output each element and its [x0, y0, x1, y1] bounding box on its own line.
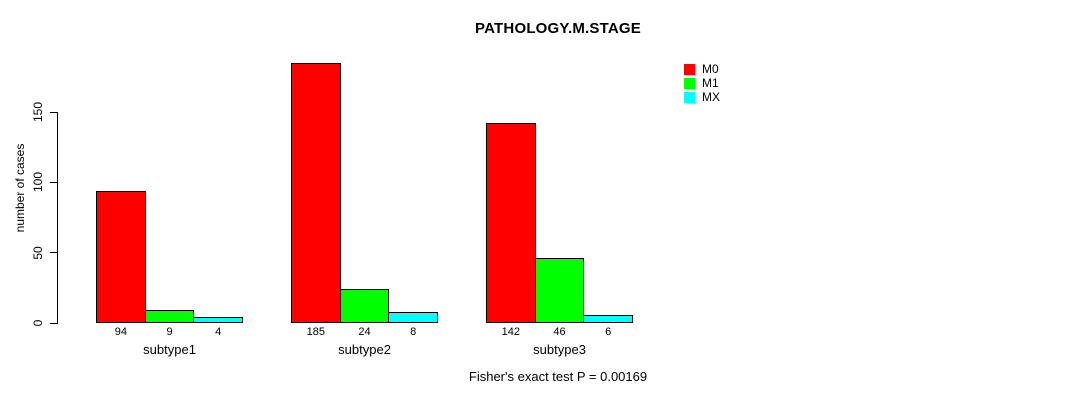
bar-value-label: 46	[553, 326, 566, 338]
category-label-subtype2: subtype2	[338, 342, 391, 357]
y-tick-mark	[50, 252, 58, 254]
bar-value-label: 9	[166, 326, 173, 338]
bar-value-label: 24	[358, 326, 371, 338]
legend-label: MX	[702, 90, 720, 104]
bar-subtype3-M0	[486, 123, 536, 323]
bar-value-label: 6	[605, 326, 612, 338]
bar-value-label: 94	[114, 326, 127, 338]
bar-value-label: 185	[306, 326, 326, 338]
legend-swatch-icon	[684, 77, 695, 89]
bar-subtype2-M1	[339, 289, 390, 323]
y-axis-label: number of cases	[13, 143, 27, 233]
y-axis-line	[57, 112, 58, 323]
chart-title: PATHOLOGY.M.STAGE	[475, 20, 641, 37]
bar-value-label: 8	[410, 326, 417, 338]
y-tick-label: 50	[31, 246, 45, 260]
bar-subtype2-M0	[291, 63, 341, 323]
y-tick-label: 0	[31, 319, 45, 327]
legend-swatch-icon	[684, 63, 695, 75]
y-tick-mark	[50, 181, 58, 183]
fisher-test-annotation: Fisher's exact test P = 0.00169	[468, 369, 648, 384]
category-label-subtype1: subtype1	[143, 342, 196, 357]
y-tick-mark	[50, 111, 58, 113]
bar-subtype2-MX	[388, 312, 439, 323]
legend-label: M0	[702, 62, 719, 76]
legend-swatch-icon	[684, 91, 695, 103]
y-tick-label: 100	[31, 172, 45, 193]
legend-entry-M0: M0	[684, 62, 720, 76]
bar-value-label: 4	[215, 326, 222, 338]
bar-subtype1-MX	[193, 317, 244, 323]
bar-subtype1-M0	[96, 191, 146, 323]
bar-subtype3-MX	[583, 315, 634, 323]
bar-value-label: 142	[501, 326, 521, 338]
legend-entry-MX: MX	[684, 90, 720, 104]
category-label-subtype3: subtype3	[533, 342, 586, 357]
y-tick-mark	[50, 322, 58, 324]
legend-entry-M1: M1	[684, 76, 720, 90]
legend-label: M1	[702, 76, 719, 90]
legend: M0 M1 MX	[684, 62, 720, 104]
bar-subtype3-M1	[534, 258, 585, 323]
bar-subtype1-M1	[144, 310, 195, 323]
y-tick-label: 150	[31, 101, 45, 123]
